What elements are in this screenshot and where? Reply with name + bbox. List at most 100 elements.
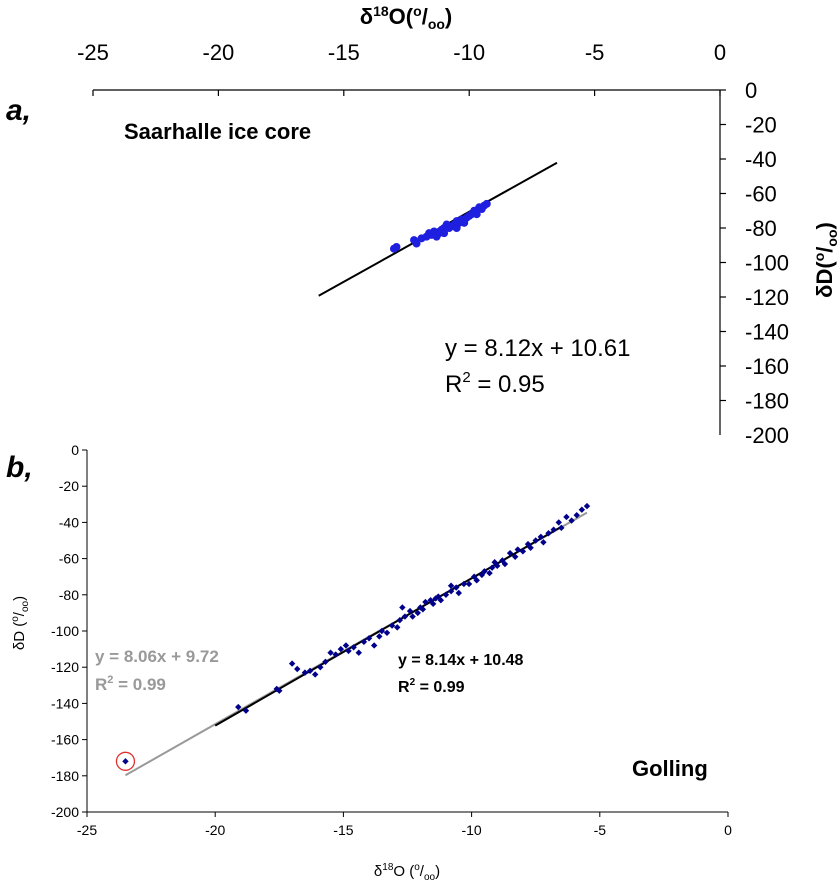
data-point — [406, 607, 414, 615]
panel-b: 0 -20 -40 -60 -80 -100 -120 -140 -160 -180 -200 -25… — [6, 442, 732, 883]
data-point — [422, 598, 429, 606]
data-point — [473, 577, 480, 584]
outlier-circle — [115, 751, 136, 771]
data-point — [242, 707, 250, 714]
panel-label: b, — [6, 451, 33, 484]
data-point — [396, 616, 404, 624]
y-tick-label: -100 — [745, 251, 789, 276]
y-tick-label: -120 — [51, 659, 79, 675]
data-point — [550, 526, 557, 533]
y-tick-label: -180 — [745, 389, 789, 414]
data-point — [378, 627, 386, 635]
y-tick-label: -80 — [59, 587, 79, 603]
data-point — [401, 613, 409, 620]
regression-equation: y = 8.12x + 10.61 — [445, 335, 630, 362]
y-tick-label: -140 — [745, 320, 789, 345]
data-point — [506, 549, 514, 557]
r-squared-all: R2 = 0.99 — [95, 674, 166, 694]
data-point — [537, 533, 545, 541]
data-point — [388, 622, 396, 629]
data-point — [447, 582, 455, 589]
y-tick-label: -20 — [59, 478, 79, 494]
y-tick-label: -180 — [51, 768, 79, 784]
data-point — [337, 645, 345, 653]
panel-a: -25 -20 -15 -10 -5 0 δ18O(o/oo) 0 -20 -40 -60 -80 -1… — [6, 3, 839, 448]
data-point — [322, 658, 329, 665]
data-point — [414, 609, 421, 617]
data-point — [501, 560, 509, 568]
x-tick-label: -10 — [453, 40, 485, 65]
y-tick-label: -60 — [745, 182, 777, 207]
data-point — [392, 242, 401, 251]
data-point — [558, 524, 565, 532]
data-point — [482, 199, 491, 208]
regression-line — [214, 525, 562, 727]
x-tick-label: -25 — [77, 40, 109, 65]
data-point — [394, 624, 401, 631]
data-point — [442, 591, 450, 598]
x-tick-label: -25 — [77, 822, 97, 838]
y-tick-label: -100 — [51, 623, 79, 639]
panel-label: a, — [6, 94, 31, 127]
data-point — [470, 573, 478, 580]
data-point — [447, 587, 455, 595]
data-point — [383, 629, 391, 637]
x-tick-label: -15 — [328, 40, 360, 65]
data-point — [235, 703, 242, 711]
y-tick-label: -160 — [51, 732, 79, 748]
data-point — [453, 584, 460, 591]
data-point — [417, 604, 424, 611]
x-axis-label: δ18O (o/oo) — [374, 862, 440, 883]
data-point — [355, 649, 362, 656]
regression-equation-all: y = 8.06x + 9.72 — [95, 647, 219, 666]
y-axis-label: δD(o/oo) — [811, 222, 839, 298]
x-tick-label: -15 — [333, 822, 353, 838]
data-point — [427, 597, 434, 604]
data-point — [345, 647, 352, 655]
x-tick-label: -5 — [594, 822, 607, 838]
data-point — [399, 604, 406, 611]
data-point — [472, 210, 481, 219]
data-point — [545, 530, 552, 537]
data-point — [488, 564, 496, 571]
y-tick-label: -200 — [745, 423, 789, 448]
data-point — [465, 580, 473, 588]
x-tick-label: -10 — [461, 822, 481, 838]
data-point — [460, 580, 468, 588]
data-point — [568, 517, 575, 524]
data-point — [273, 685, 280, 693]
data-point — [294, 665, 301, 673]
data-point — [499, 557, 506, 564]
x-tick-label: 0 — [724, 822, 732, 838]
y-tick-label: -200 — [51, 804, 79, 820]
data-point — [301, 669, 309, 676]
data-point — [360, 638, 368, 646]
data-point — [532, 537, 539, 544]
data-point — [514, 546, 521, 553]
data-point — [429, 600, 437, 608]
y-tick-label: -80 — [745, 216, 777, 241]
y-tick-label: -40 — [59, 514, 79, 530]
data-point — [365, 635, 373, 642]
data-point — [306, 667, 314, 675]
data-point — [511, 553, 519, 560]
data-point — [350, 644, 357, 651]
data-point — [432, 595, 439, 602]
data-point — [370, 642, 378, 649]
y-tick-label: -60 — [59, 551, 79, 567]
x-axis-label: δ18O(o/oo) — [360, 3, 453, 32]
outlier-point — [122, 758, 129, 765]
y-tick-label: -140 — [51, 695, 79, 711]
chart-title: Golling — [632, 756, 708, 781]
data-point — [317, 664, 324, 671]
data-point — [491, 559, 498, 566]
x-tick-label: -20 — [205, 822, 225, 838]
data-point — [527, 544, 534, 551]
data-point — [455, 589, 462, 597]
y-tick-label: -40 — [745, 147, 777, 172]
data-point — [573, 511, 580, 519]
data-point — [440, 229, 449, 238]
data-point — [332, 651, 339, 658]
regression-equation: y = 8.14x + 10.48 — [398, 652, 524, 669]
